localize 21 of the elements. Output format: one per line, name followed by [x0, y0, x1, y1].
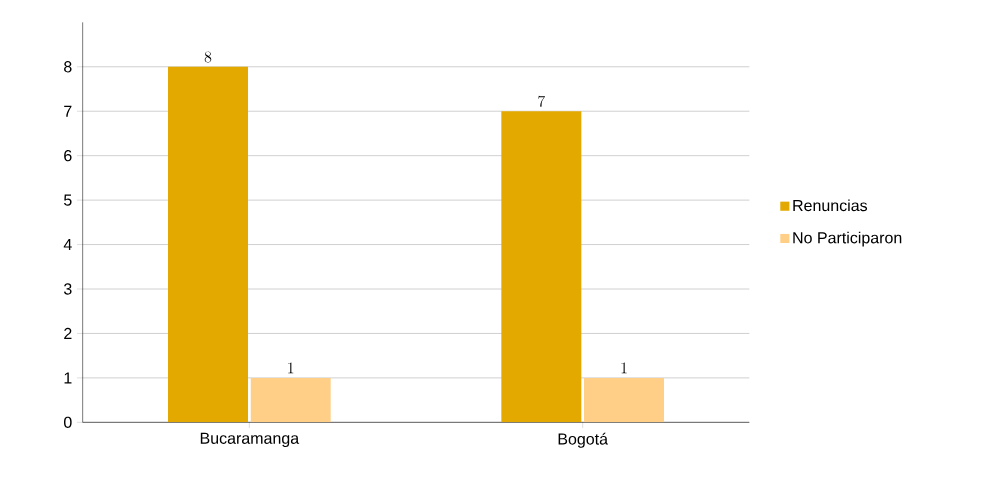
bar	[168, 66, 248, 423]
x-tick-label: Bucaramanga	[200, 432, 300, 448]
data-label: 7	[538, 95, 546, 107]
bar	[501, 111, 582, 423]
y-tick-label: 5	[64, 194, 72, 206]
y-tick-label: 6	[64, 150, 72, 162]
y-tick-label: 8	[64, 61, 72, 73]
data-label: 1	[621, 362, 627, 374]
y-tick-label: 7	[64, 105, 72, 117]
bar	[250, 377, 331, 423]
data-label: 8	[204, 51, 212, 63]
bar	[584, 377, 665, 423]
legend-label: No Participaron	[793, 231, 902, 247]
x-tick-label: Bogotá	[558, 432, 609, 448]
y-tick-label: 1	[64, 372, 72, 384]
data-label: 1	[288, 362, 294, 374]
y-tick-label: 2	[64, 327, 72, 340]
y-tick-label: 3	[63, 283, 72, 295]
y-tick-label: 4	[63, 239, 72, 251]
legend-label: Renuncias	[793, 199, 868, 212]
y-tick-label: 0	[63, 416, 72, 428]
